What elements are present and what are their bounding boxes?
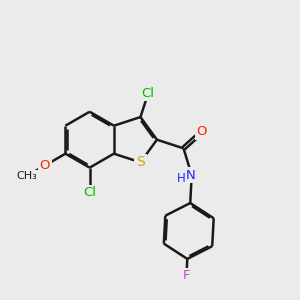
- Text: O: O: [196, 125, 207, 138]
- Text: O: O: [40, 159, 50, 172]
- Text: F: F: [183, 269, 190, 282]
- Text: Cl: Cl: [142, 87, 155, 100]
- Text: N: N: [185, 169, 195, 182]
- Text: Cl: Cl: [83, 186, 96, 199]
- Text: S: S: [136, 155, 145, 169]
- Text: H: H: [177, 172, 185, 185]
- Text: CH₃: CH₃: [16, 171, 37, 181]
